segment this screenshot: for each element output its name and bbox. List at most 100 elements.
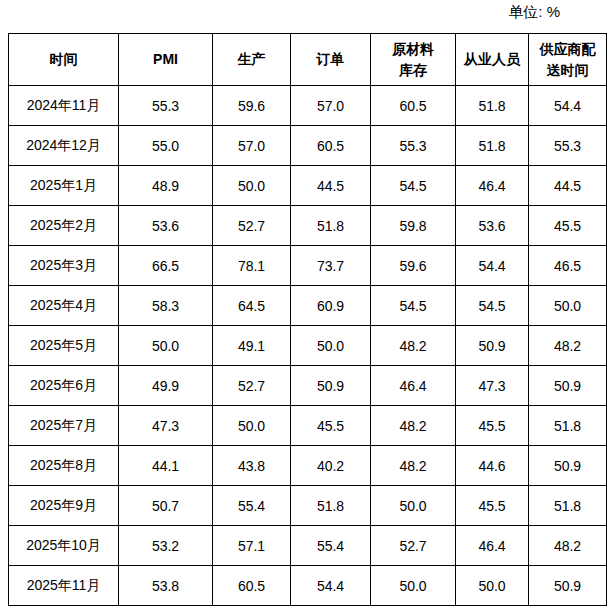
value-cell: 64.5 [213,286,291,326]
table-row: 2025年10月53.257.155.452.746.448.2 [9,526,607,566]
value-cell: 57.0 [213,126,291,166]
value-cell: 44.5 [291,166,371,206]
table-row: 2025年11月53.860.554.450.050.050.9 [9,566,607,606]
value-cell: 51.8 [529,486,607,526]
value-cell: 50.0 [529,286,607,326]
value-cell: 52.7 [213,366,291,406]
value-cell: 58.3 [119,286,213,326]
value-cell: 55.3 [371,126,456,166]
time-cell: 2025年4月 [9,286,119,326]
table-row: 2025年6月49.952.750.946.447.350.9 [9,366,607,406]
value-cell: 48.2 [529,326,607,366]
value-cell: 45.5 [456,486,529,526]
value-cell: 59.6 [371,246,456,286]
table-row: 2025年1月48.950.044.554.546.444.5 [9,166,607,206]
value-cell: 55.4 [291,526,371,566]
value-cell: 60.5 [213,566,291,606]
column-header-4: 原材料 库存 [371,34,456,86]
value-cell: 48.9 [119,166,213,206]
table-row: 2025年7月47.350.045.548.245.551.8 [9,406,607,446]
column-header-6: 供应商配 送时间 [529,34,607,86]
time-cell: 2025年10月 [9,526,119,566]
time-cell: 2025年6月 [9,366,119,406]
value-cell: 53.2 [119,526,213,566]
value-cell: 48.2 [529,526,607,566]
table-row: 2025年9月50.755.451.850.045.551.8 [9,486,607,526]
value-cell: 66.5 [119,246,213,286]
time-cell: 2025年5月 [9,326,119,366]
value-cell: 46.4 [456,166,529,206]
column-header-5: 从业人员 [456,34,529,86]
value-cell: 50.9 [529,366,607,406]
value-cell: 50.9 [529,566,607,606]
value-cell: 49.1 [213,326,291,366]
value-cell: 50.0 [213,406,291,446]
value-cell: 59.6 [213,86,291,126]
page: 单位: % 时间PMI生产订单原材料 库存从业人员供应商配 送时间 2024年1… [0,0,612,614]
value-cell: 46.4 [371,366,456,406]
value-cell: 54.5 [456,286,529,326]
value-cell: 50.0 [119,326,213,366]
value-cell: 59.8 [371,206,456,246]
value-cell: 53.6 [119,206,213,246]
value-cell: 45.5 [456,406,529,446]
column-header-2: 生产 [213,34,291,86]
column-header-3: 订单 [291,34,371,86]
table-row: 2024年11月55.359.657.060.551.854.4 [9,86,607,126]
value-cell: 54.5 [371,166,456,206]
value-cell: 78.1 [213,246,291,286]
value-cell: 44.5 [529,166,607,206]
column-header-0: 时间 [9,34,119,86]
value-cell: 49.9 [119,366,213,406]
value-cell: 44.1 [119,446,213,486]
value-cell: 48.2 [371,406,456,446]
value-cell: 73.7 [291,246,371,286]
table-row: 2025年5月50.049.150.048.250.948.2 [9,326,607,366]
value-cell: 55.3 [529,126,607,166]
value-cell: 50.0 [213,166,291,206]
table-row: 2024年12月55.057.060.555.351.855.3 [9,126,607,166]
value-cell: 43.8 [213,446,291,486]
value-cell: 46.5 [529,246,607,286]
table-row: 2025年4月58.364.560.954.554.550.0 [9,286,607,326]
value-cell: 50.7 [119,486,213,526]
value-cell: 47.3 [456,366,529,406]
value-cell: 60.9 [291,286,371,326]
table-row: 2025年3月66.578.173.759.654.446.5 [9,246,607,286]
value-cell: 55.3 [119,86,213,126]
unit-label: 单位: % [508,3,560,22]
value-cell: 44.6 [456,446,529,486]
value-cell: 50.9 [456,326,529,366]
value-cell: 54.4 [456,246,529,286]
table-row: 2025年8月44.143.840.248.244.650.9 [9,446,607,486]
table-row: 2025年2月53.652.751.859.853.645.5 [9,206,607,246]
value-cell: 46.4 [456,526,529,566]
value-cell: 55.4 [213,486,291,526]
time-cell: 2025年7月 [9,406,119,446]
pmi-table: 时间PMI生产订单原材料 库存从业人员供应商配 送时间 2024年11月55.3… [8,33,607,606]
time-cell: 2025年11月 [9,566,119,606]
value-cell: 51.8 [291,206,371,246]
value-cell: 53.6 [456,206,529,246]
value-cell: 51.8 [456,126,529,166]
value-cell: 50.0 [456,566,529,606]
value-cell: 40.2 [291,446,371,486]
time-cell: 2025年3月 [9,246,119,286]
value-cell: 57.0 [291,86,371,126]
value-cell: 53.8 [119,566,213,606]
value-cell: 55.0 [119,126,213,166]
time-cell: 2025年9月 [9,486,119,526]
value-cell: 54.4 [529,86,607,126]
column-header-1: PMI [119,34,213,86]
time-cell: 2024年12月 [9,126,119,166]
value-cell: 50.9 [291,366,371,406]
value-cell: 57.1 [213,526,291,566]
time-cell: 2024年11月 [9,86,119,126]
value-cell: 51.8 [456,86,529,126]
value-cell: 47.3 [119,406,213,446]
value-cell: 50.0 [291,326,371,366]
value-cell: 51.8 [291,486,371,526]
table-body: 2024年11月55.359.657.060.551.854.42024年12月… [9,86,607,606]
time-cell: 2025年8月 [9,446,119,486]
value-cell: 54.4 [291,566,371,606]
